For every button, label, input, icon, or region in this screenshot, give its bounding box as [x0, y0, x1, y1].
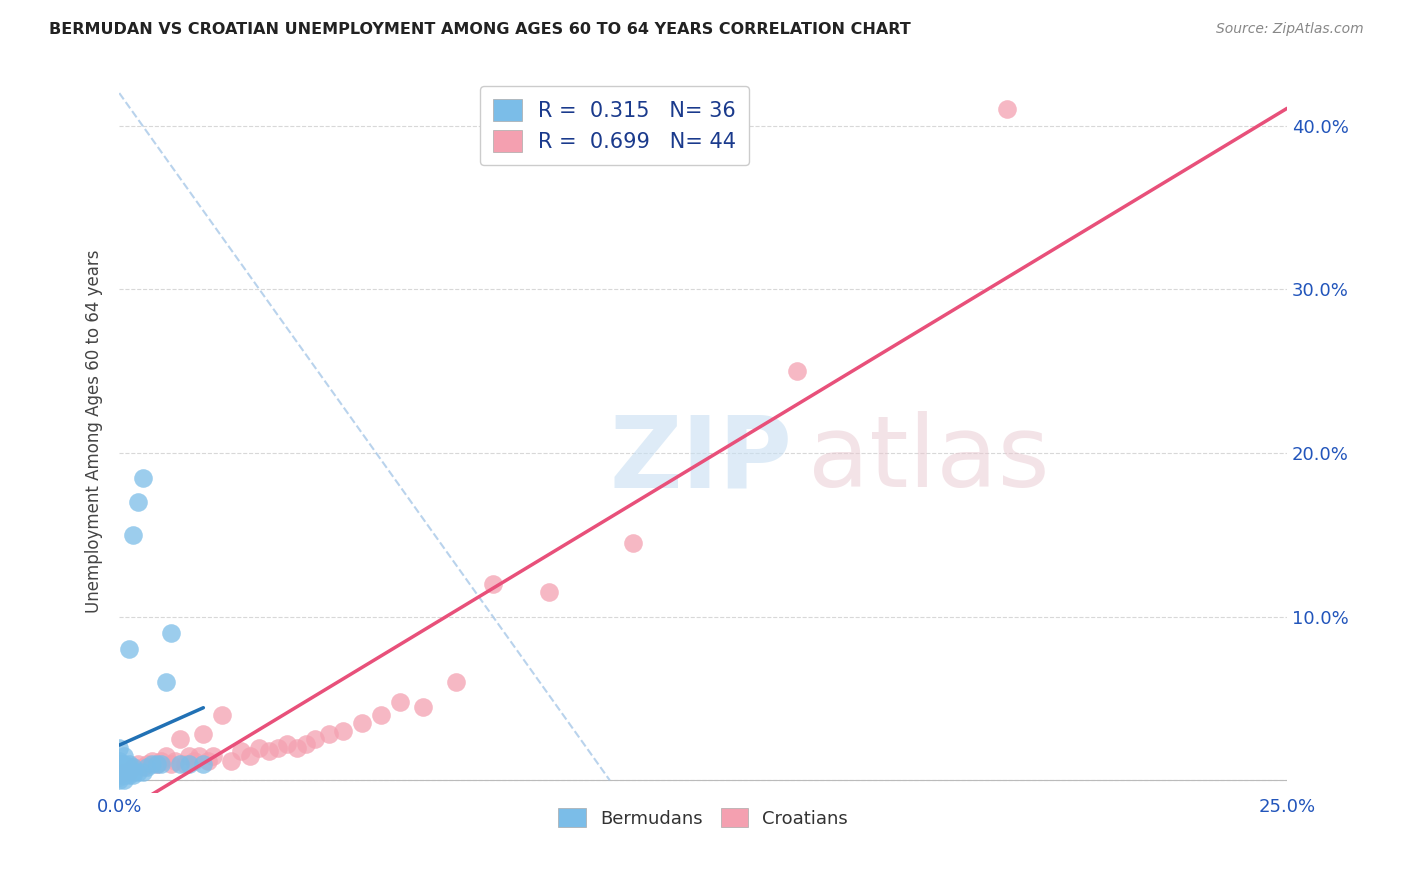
- Text: BERMUDAN VS CROATIAN UNEMPLOYMENT AMONG AGES 60 TO 64 YEARS CORRELATION CHART: BERMUDAN VS CROATIAN UNEMPLOYMENT AMONG …: [49, 22, 911, 37]
- Point: [122, 760, 145, 774]
- Point: [179, 748, 201, 763]
- Point: [141, 754, 163, 768]
- Point: [127, 756, 149, 771]
- Point: [370, 707, 392, 722]
- Point: [108, 768, 131, 782]
- Point: [621, 536, 644, 550]
- Text: Source: ZipAtlas.com: Source: ZipAtlas.com: [1216, 22, 1364, 37]
- Point: [117, 765, 139, 780]
- Point: [117, 765, 139, 780]
- Point: [267, 740, 290, 755]
- Point: [108, 768, 131, 782]
- Point: [108, 754, 131, 768]
- Point: [159, 756, 181, 771]
- Point: [108, 756, 131, 771]
- Point: [173, 756, 195, 771]
- Point: [127, 495, 149, 509]
- Point: [112, 765, 135, 780]
- Point: [995, 103, 1018, 117]
- Point: [145, 756, 167, 771]
- Point: [482, 577, 505, 591]
- Point: [304, 732, 326, 747]
- Point: [249, 740, 271, 755]
- Point: [122, 528, 145, 542]
- Point: [117, 760, 139, 774]
- Point: [122, 768, 145, 782]
- Legend: Bermudans, Croatians: Bermudans, Croatians: [551, 801, 855, 835]
- Point: [131, 765, 153, 780]
- Point: [229, 744, 252, 758]
- Point: [112, 748, 135, 763]
- Point: [127, 765, 149, 780]
- Point: [318, 727, 340, 741]
- Point: [136, 760, 159, 774]
- Point: [285, 740, 308, 755]
- Point: [388, 695, 411, 709]
- Point: [136, 756, 159, 771]
- Point: [412, 699, 434, 714]
- Y-axis label: Unemployment Among Ages 60 to 64 years: Unemployment Among Ages 60 to 64 years: [86, 249, 103, 613]
- Point: [108, 762, 131, 776]
- Point: [112, 773, 135, 788]
- Point: [108, 765, 131, 780]
- Point: [221, 754, 243, 768]
- Point: [112, 760, 135, 774]
- Point: [537, 585, 560, 599]
- Point: [122, 760, 145, 774]
- Point: [352, 716, 374, 731]
- Point: [295, 737, 318, 751]
- Point: [197, 754, 219, 768]
- Point: [112, 768, 135, 782]
- Point: [117, 756, 139, 771]
- Point: [165, 754, 187, 768]
- Point: [112, 756, 135, 771]
- Point: [159, 626, 181, 640]
- Point: [150, 756, 173, 771]
- Point: [145, 756, 167, 771]
- Point: [108, 773, 131, 788]
- Point: [155, 748, 177, 763]
- Point: [276, 737, 298, 751]
- Point: [155, 675, 177, 690]
- Point: [239, 748, 262, 763]
- Point: [179, 756, 201, 771]
- Point: [257, 744, 280, 758]
- Point: [131, 470, 153, 484]
- Point: [444, 675, 467, 690]
- Point: [108, 740, 131, 755]
- Point: [141, 756, 163, 771]
- Point: [108, 770, 131, 784]
- Point: [332, 724, 354, 739]
- Point: [117, 642, 139, 657]
- Point: [193, 727, 215, 741]
- Point: [117, 768, 139, 782]
- Text: ZIP: ZIP: [610, 411, 793, 508]
- Point: [193, 756, 215, 771]
- Point: [112, 765, 135, 780]
- Point: [786, 364, 808, 378]
- Point: [122, 765, 145, 780]
- Point: [187, 748, 209, 763]
- Point: [183, 754, 205, 768]
- Point: [169, 732, 191, 747]
- Point: [201, 748, 224, 763]
- Point: [211, 707, 233, 722]
- Point: [150, 754, 173, 768]
- Point: [169, 756, 191, 771]
- Point: [131, 760, 153, 774]
- Text: atlas: atlas: [808, 411, 1050, 508]
